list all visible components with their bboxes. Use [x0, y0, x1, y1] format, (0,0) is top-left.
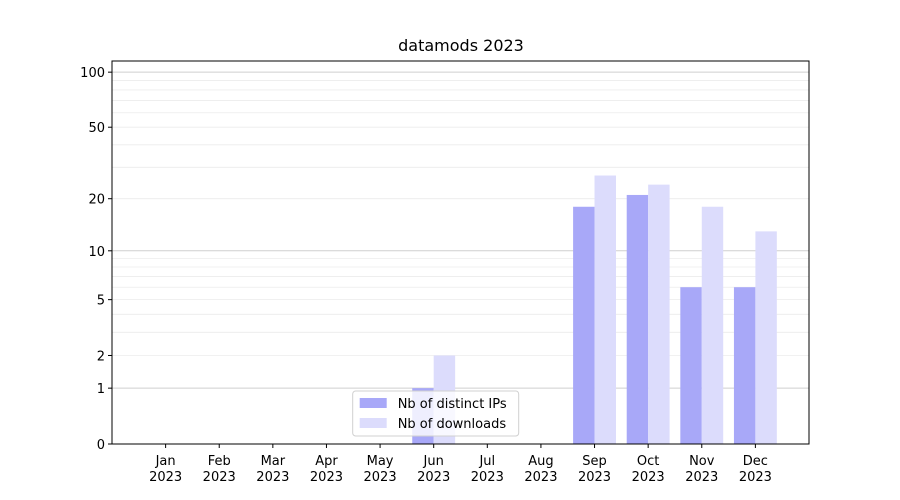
x-tick-label: Nov 2023 — [685, 454, 718, 485]
y-tick-label: 100 — [80, 66, 105, 81]
x-tick-label: May 2023 — [364, 454, 397, 485]
y-tick-label: 1 — [97, 382, 105, 397]
x-tick-label: Sep 2023 — [578, 454, 611, 485]
plot-frame — [111, 60, 810, 445]
x-tick-label: Jul 2023 — [471, 454, 504, 485]
y-tick-label: 2 — [97, 349, 105, 364]
x-tick-label: Apr 2023 — [310, 454, 343, 485]
x-tick-label: Dec 2023 — [739, 454, 772, 485]
legend-swatch — [359, 418, 387, 428]
bar — [648, 184, 670, 444]
y-tick-label: 5 — [97, 294, 105, 309]
y-tick-label: 10 — [88, 245, 105, 260]
bar — [755, 231, 777, 444]
bar — [701, 206, 724, 444]
bar — [680, 287, 702, 444]
x-tick-label: Oct 2023 — [632, 454, 665, 485]
bar — [626, 194, 649, 444]
x-tick-label: Jan 2023 — [149, 454, 182, 485]
y-tick-label: 50 — [88, 121, 105, 136]
chart-title: datamods 2023 — [398, 36, 524, 55]
legend-label: Nb of downloads — [398, 417, 507, 432]
bar — [733, 287, 756, 444]
y-tick-label: 0 — [97, 438, 105, 453]
x-tick-label: Feb 2023 — [203, 454, 236, 485]
x-tick-label: Jun 2023 — [417, 454, 450, 485]
legend-box — [352, 390, 520, 437]
legend-label: Nb of distinct IPs — [398, 397, 507, 412]
bar — [573, 206, 595, 444]
x-tick-label: Mar 2023 — [256, 454, 289, 485]
bar — [594, 175, 616, 444]
y-tick-label: 20 — [88, 193, 105, 208]
legend-swatch — [359, 398, 387, 408]
x-tick-label: Aug 2023 — [524, 454, 557, 485]
